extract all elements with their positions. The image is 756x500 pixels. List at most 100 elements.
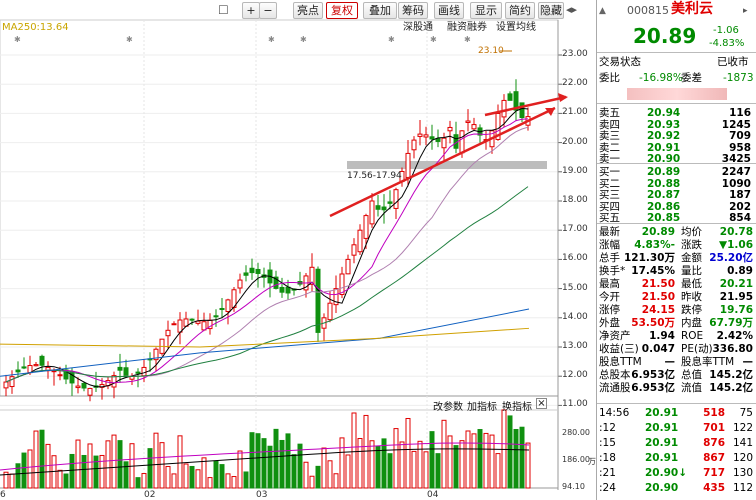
volume-bar [75,439,81,489]
candle-body [339,273,345,296]
toolbar-button-1[interactable]: − [259,2,277,19]
volume-bar [141,473,147,489]
candle-body [123,367,129,378]
more-icon[interactable]: ▸ [743,6,748,16]
volume-bar [471,433,477,489]
candle [261,267,267,288]
ask-price: 20.92 [647,130,681,142]
kline-chart-area[interactable]: ✱ ✱ ✱ ✱ ✱ ✱ ✱ + − 亮点 复权 叠加 筹码 画线 显示 简约 隐藏 ☐ ◂▸ MA250:13.6… [0,0,596,500]
price-tick: 11.00 [562,399,588,410]
ask-row[interactable]: 卖二 20.91 958 [597,142,756,154]
stat-value: 20.78 [719,226,753,238]
volume-bar [309,475,315,489]
volume-bar [285,433,291,489]
ask-row[interactable]: 卖一 20.90 3425 [597,153,756,165]
volume-toolbar-0[interactable]: 改参数 [433,402,463,413]
toolbar-button-7[interactable]: 显示 [470,2,502,19]
stat-label: 流值 [681,382,702,394]
toolbar-button-4[interactable]: 叠加 [363,2,397,19]
candle [279,277,285,298]
tick-volume: 435 [703,482,725,494]
stat-value: 145.2亿 [709,382,753,394]
volume-toolbar-1[interactable]: 加指标 [467,402,497,413]
volume-bar [189,465,195,489]
toggle-panel-icon[interactable]: ◂▸ [566,3,578,16]
tick-count: 141 [732,437,753,449]
stock-name[interactable]: 美利云 [671,1,713,17]
ask-price: 20.90 [647,153,681,165]
ask-price: 20.94 [647,107,681,119]
price-panel-border [0,19,559,397]
tick-price: 20.91 [645,437,679,449]
ask-row[interactable]: 卖五 20.94 116 [597,107,756,119]
trend-arrow-lower [329,106,556,218]
bid-row[interactable]: 买三 20.87 187 [597,189,756,201]
candle [249,258,255,280]
volume-bar [123,461,129,489]
sub-toolbar-0[interactable]: 深股通 [403,22,433,33]
volume-bar [201,457,207,489]
date-tick: 04 [427,490,439,500]
volume-bar [171,473,177,489]
weibi-value: -16.98% [639,72,683,84]
candle [507,91,513,101]
ask-row[interactable]: 卖四 20.93 1245 [597,119,756,131]
toolbar-button-9[interactable]: 隐藏 [538,2,564,19]
bid-row[interactable]: 买五 20.85 854 [597,212,756,224]
event-marker-icon: ✱ [464,35,471,44]
price-tick: 13.00 [562,341,588,351]
weibi-label: 委比 [599,72,620,84]
stat-value: 2.42% [716,330,753,342]
tick-time: :18 [599,452,616,464]
toolbar-button-3[interactable]: 复权 [326,2,358,19]
volume-toolbar-2[interactable]: 换指标 [502,402,532,413]
candle [177,312,183,345]
ask-label: 卖四 [599,118,620,131]
candle-body [219,308,225,311]
bid-row[interactable]: 买一 20.89 2247 [597,166,756,178]
candle-body [447,126,453,132]
toolbar-button-2[interactable]: 亮点 [293,2,323,19]
sub-toolbar-1[interactable]: 融资融券 [447,22,487,33]
volume-bar [33,430,39,489]
volume-bar [219,464,225,489]
bid-row[interactable]: 买四 20.86 202 [597,201,756,213]
tick-time: :21 [599,467,616,479]
date-tick: 6 [0,490,6,500]
ask-volume: 1245 [721,118,751,131]
price-tick: 19.00 [562,165,588,176]
tick-row: 14:56 20.91 518 75 [597,407,756,419]
toolbar-button-0[interactable]: + [242,2,260,19]
volume-bar [207,477,213,489]
tick-price: 20.91 [645,422,679,434]
candle [159,338,165,356]
trend-icon[interactable]: ▲ [599,6,606,16]
candle-body [15,369,21,373]
volume-bar [63,473,69,489]
candle-body [237,279,243,289]
volume-bar [435,453,441,489]
ask-label: 卖五 [599,107,620,119]
volume-bar [327,460,333,489]
close-indicator-icon[interactable]: × [536,398,547,409]
volume-bar [69,453,75,489]
volume-bar [441,419,447,489]
candle [207,313,213,335]
pin-icon[interactable]: ☐ [218,3,229,17]
ask-row[interactable]: 卖三 20.92 709 [597,130,756,142]
quote-header: ▲ 000815 美利云 ▸ [597,1,756,17]
candle [447,120,453,144]
high-annotation: 23.10 [478,46,504,56]
toolbar-button-6[interactable]: 画线 [434,2,464,19]
toolbar-button-8[interactable]: 简约 [505,2,535,19]
candle-body [507,93,513,101]
candle-body [285,286,291,294]
toolbar-button-5[interactable]: 筹码 [398,2,428,19]
volume-bar [87,443,93,489]
price-tick: 14.00 [562,311,588,322]
sub-toolbar-2[interactable]: 设置均线 [496,22,536,33]
volume-bar [249,432,255,489]
bid-row[interactable]: 买二 20.88 1090 [597,178,756,190]
price-tick: 16.00 [562,253,588,264]
candle [135,368,141,388]
